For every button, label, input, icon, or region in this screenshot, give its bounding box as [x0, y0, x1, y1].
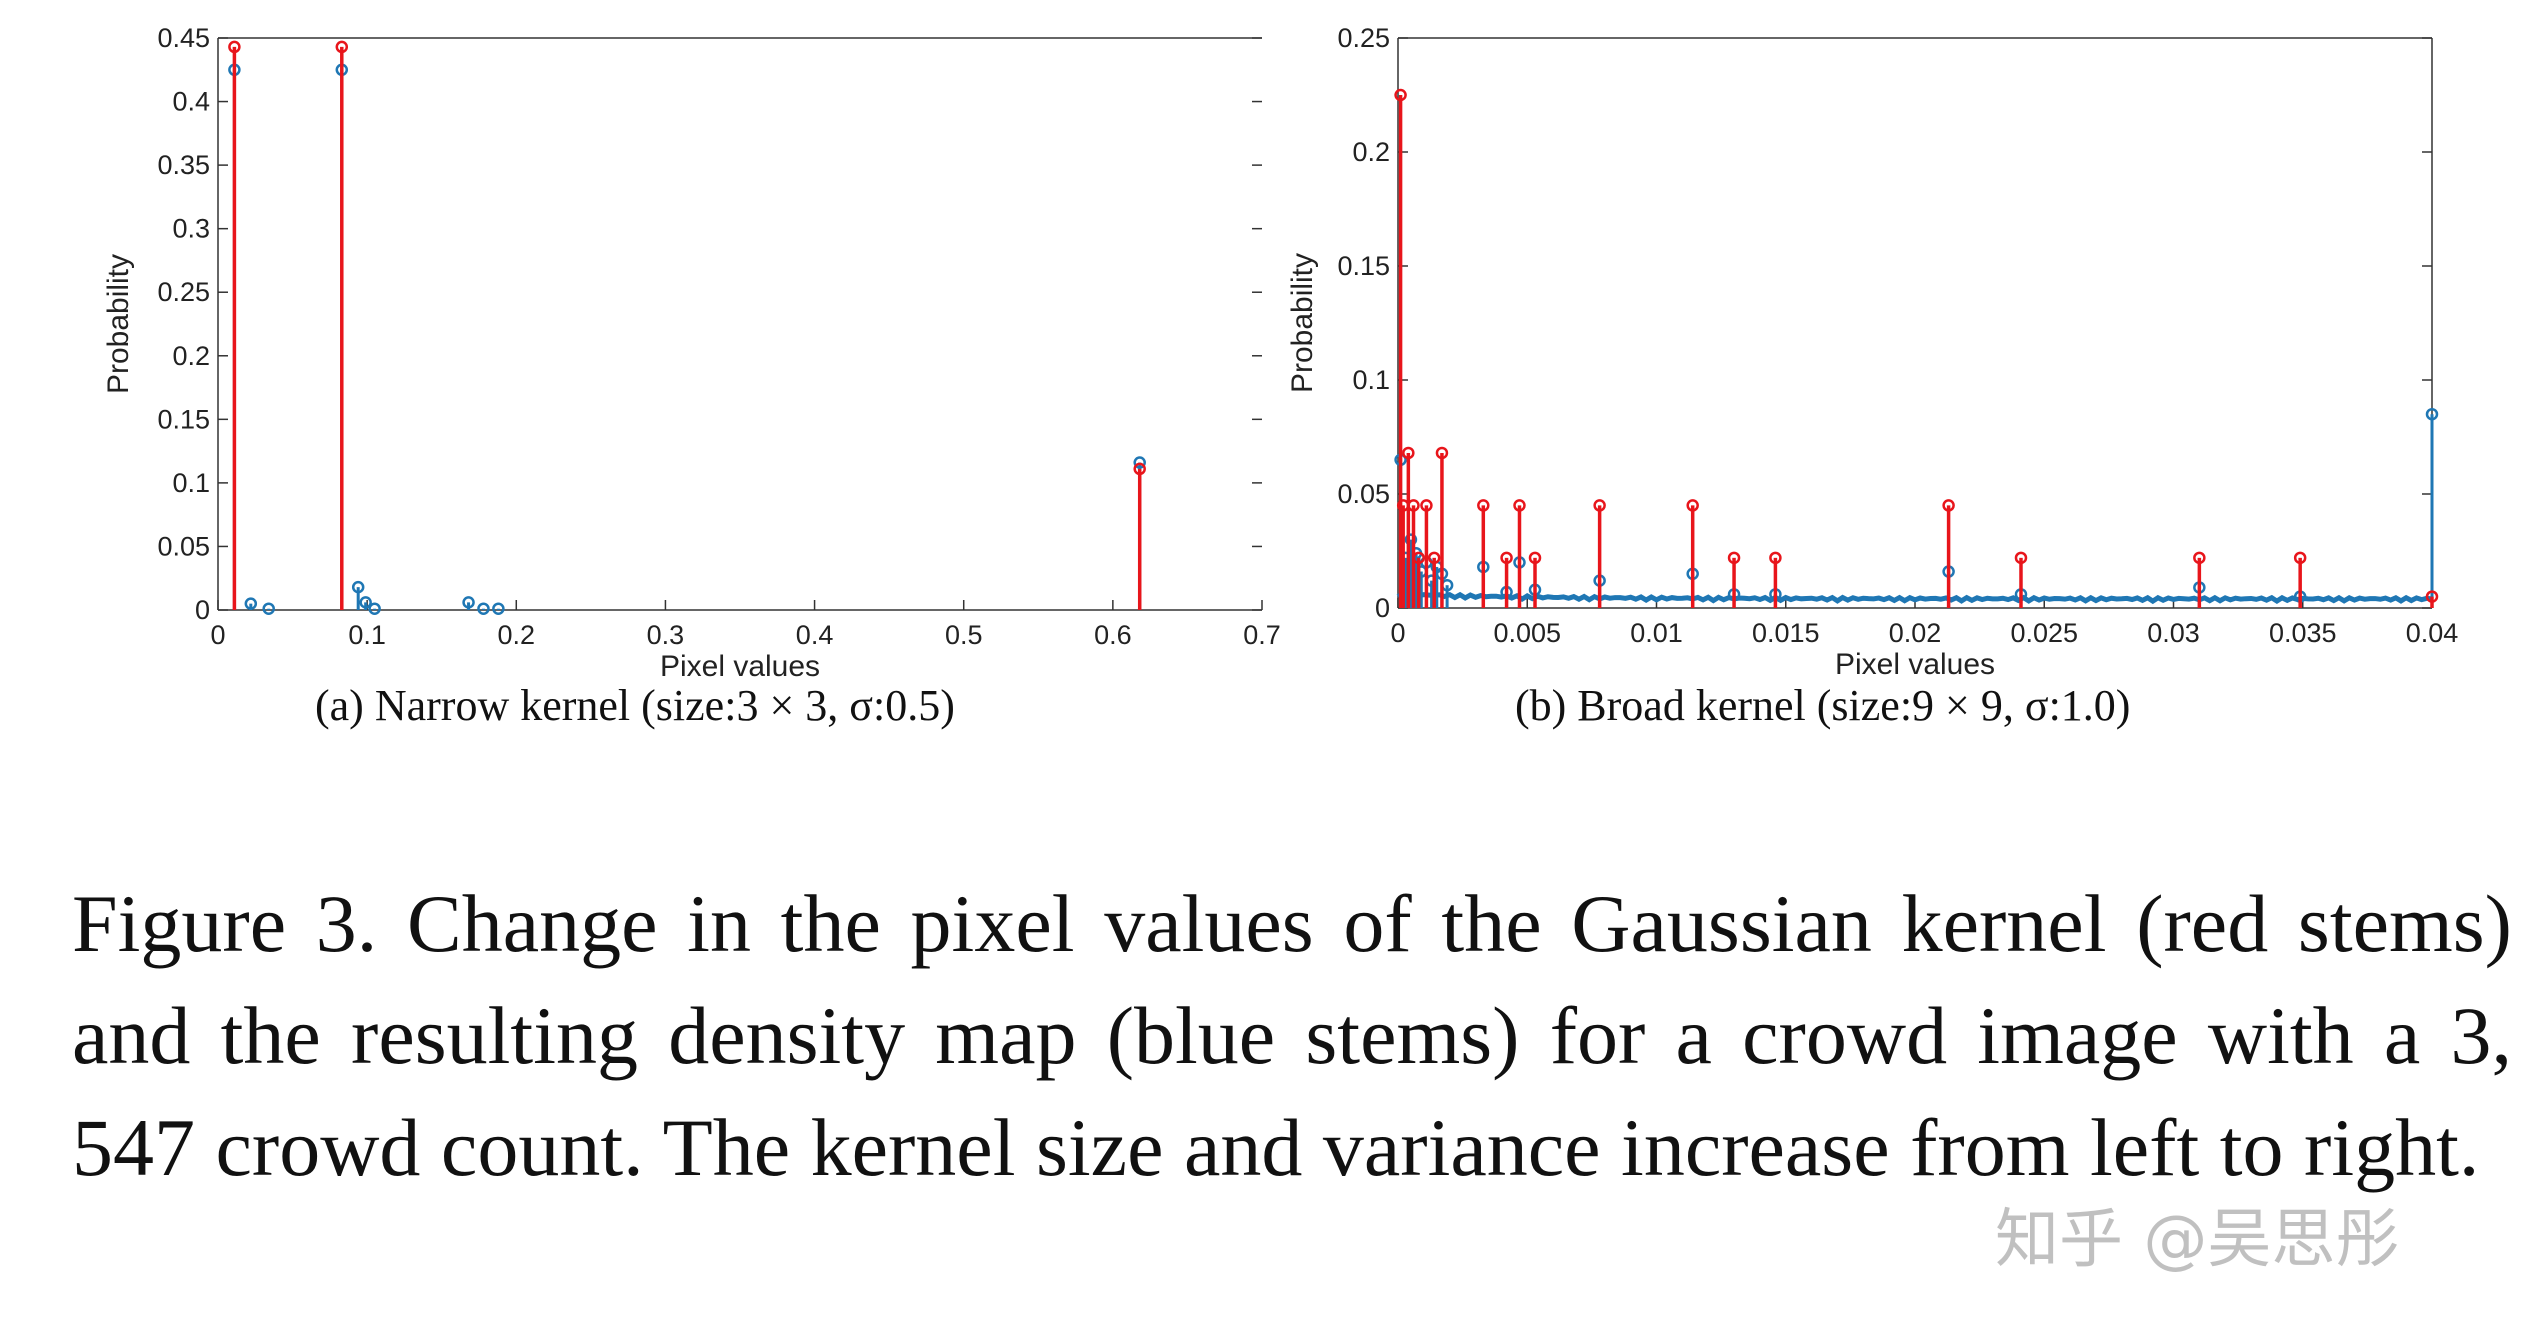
red-stem-marker [1477, 499, 1490, 512]
red-stem-marker [1513, 499, 1526, 512]
red-stem-marker [2425, 590, 2439, 603]
red-stem-marker [335, 40, 349, 54]
x-tick-label: 0.3 [647, 620, 685, 650]
blue-stem-marker [359, 596, 372, 609]
x-tick-label: 0.2 [498, 620, 536, 650]
x-tick-label: 0.01 [1630, 618, 1683, 648]
y-tick-label: 0.45 [157, 23, 210, 53]
y-tick-label: 0.3 [172, 214, 210, 244]
x-tick-label: 0.025 [2010, 618, 2078, 648]
chart-a-narrow-kernel: 0 0.1 0.2 0.3 0.4 0.5 0.6 0.7 0 0.05 0.1 0.15 0.2 0.2… [102, 23, 1281, 683]
y-axis-label: Probability [102, 254, 135, 394]
subcaption-a: (a) Narrow kernel (size:3 × 3, σ:0.5) [315, 681, 955, 730]
y-tick-label: 0.05 [1337, 479, 1390, 509]
y-tick-label: 0.2 [172, 341, 210, 371]
subcaption-b: (b) Broad kernel (size:9 × 9, σ:1.0) [1515, 681, 2131, 730]
blue-stem-marker [1404, 533, 1418, 546]
y-tick-label: 0.2 [1352, 137, 1390, 167]
y-tick-label: 0.15 [157, 404, 210, 434]
red-stem-marker [1133, 462, 1146, 476]
x-tick-label: 0.015 [1752, 618, 1820, 648]
x-axis-label: Pixel values [660, 650, 820, 683]
x-tick-label: 0.5 [945, 620, 983, 650]
y-tick-label: 0.25 [157, 277, 210, 307]
blue-stem-marker [492, 602, 505, 615]
x-tick-label: 0.005 [1493, 618, 1561, 648]
x-tick-label: 0.02 [1889, 618, 1942, 648]
x-axis-label: Pixel values [1835, 648, 1995, 681]
y-tick-label: 0.15 [1337, 251, 1390, 281]
y-tick-label: 0 [195, 595, 210, 625]
red-stem-marker [1942, 499, 1955, 512]
red-stem-marker [1420, 499, 1433, 512]
y-tick-label: 0.35 [157, 150, 210, 180]
blue-stem-marker [462, 596, 475, 609]
density-baseline-series [1396, 590, 2433, 605]
red-stem-marker [1427, 551, 1441, 565]
chart-b-broad-kernel: 0 0.005 0.01 0.015 0.02 0.025 0.03 0.035 0.04 0 0.… [1286, 23, 2458, 681]
blue-stem-marker [368, 602, 381, 615]
red-stem-marker [1412, 551, 1425, 565]
red-stem-series [228, 40, 1146, 610]
blue-stem-marker [477, 602, 490, 615]
x-tick-label: 0.03 [2147, 618, 2200, 648]
red-stem-marker [1528, 551, 1542, 565]
y-tick-label: 0.4 [172, 87, 210, 117]
y-axis-label: Probability [1286, 253, 1319, 393]
red-stem-marker [1593, 499, 1606, 512]
y-tick-label: 0.25 [1337, 23, 1390, 53]
red-stem-marker [1394, 88, 1407, 102]
x-tick-label: 0.1 [348, 620, 386, 650]
blue-stem-marker [2425, 407, 2439, 421]
blue-stem-marker [1133, 456, 1146, 469]
red-stem-marker [1686, 499, 1699, 512]
red-stem-marker [2193, 551, 2206, 565]
blue-stem-marker [262, 602, 275, 615]
y-tick-label: 0.1 [1352, 365, 1390, 395]
blue-stem-series [228, 63, 1146, 615]
y-tick-label: 0.05 [157, 531, 210, 561]
y-tick-label: 0.1 [172, 468, 210, 498]
x-tick-label: 0.04 [2406, 618, 2459, 648]
red-stem-marker [2014, 551, 2028, 565]
y-tick-label: 0 [1375, 593, 1390, 623]
red-stem-series [1394, 88, 2439, 608]
x-tick-label: 0.6 [1094, 620, 1132, 650]
red-stem-marker [1500, 551, 1513, 565]
red-stem-marker [2293, 551, 2307, 565]
x-tick-label: 0.4 [796, 620, 834, 650]
red-stem-marker [1435, 446, 1449, 460]
x-tick-label: 0 [210, 620, 225, 650]
figure-caption: Figure 3. Change in the pixel values of … [72, 878, 2512, 1193]
blue-stem-series [1394, 407, 2439, 608]
red-stem-marker [228, 40, 241, 54]
red-stem-marker [1407, 499, 1420, 512]
red-stem-marker [1727, 551, 1741, 565]
x-tick-label: 0.7 [1243, 620, 1281, 650]
watermark: 知乎 @吴思彤 [1995, 1203, 2400, 1277]
blue-stem-marker [351, 580, 365, 594]
red-stem-marker [1769, 551, 1782, 565]
red-stem-marker [1402, 446, 1415, 460]
blue-stem-marker [244, 597, 258, 610]
x-tick-label: 0 [1390, 618, 1405, 648]
x-tick-label: 0.035 [2269, 618, 2337, 648]
